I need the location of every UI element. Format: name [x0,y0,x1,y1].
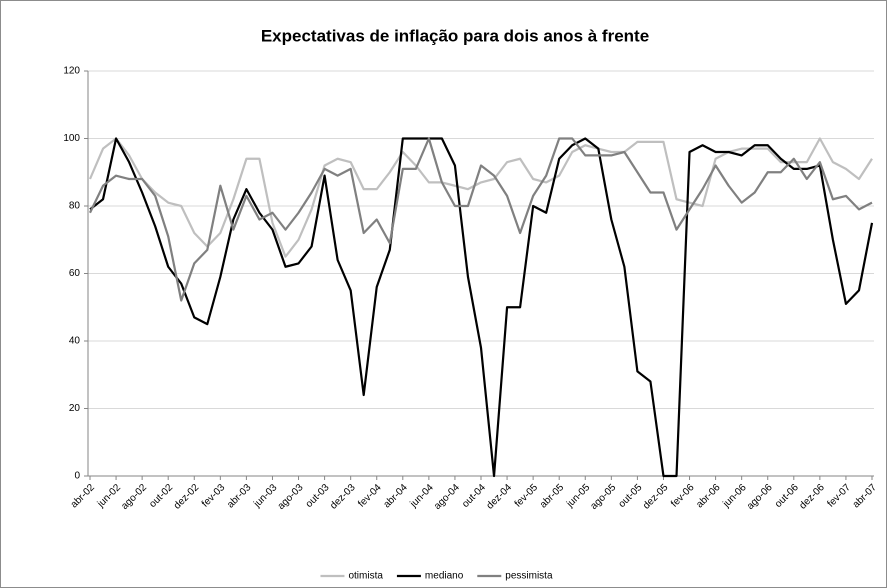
series-line [88,137,873,258]
y-tick-label: 60 [69,268,81,279]
y-tick-label: 80 [69,201,81,212]
series-line [89,137,873,302]
legend-label: mediano [425,571,464,582]
y-tick-label: 40 [69,336,81,347]
y-tick-label: 20 [69,403,81,414]
chart-title: Expectativas de inflação para dois anos … [261,26,649,45]
series-line [89,137,874,478]
legend-label: pessimista [505,571,553,582]
legend-label: otimista [348,571,383,582]
y-tick-label: 100 [63,133,80,144]
y-tick-label: 120 [63,66,80,77]
y-tick-label: 0 [74,471,80,482]
